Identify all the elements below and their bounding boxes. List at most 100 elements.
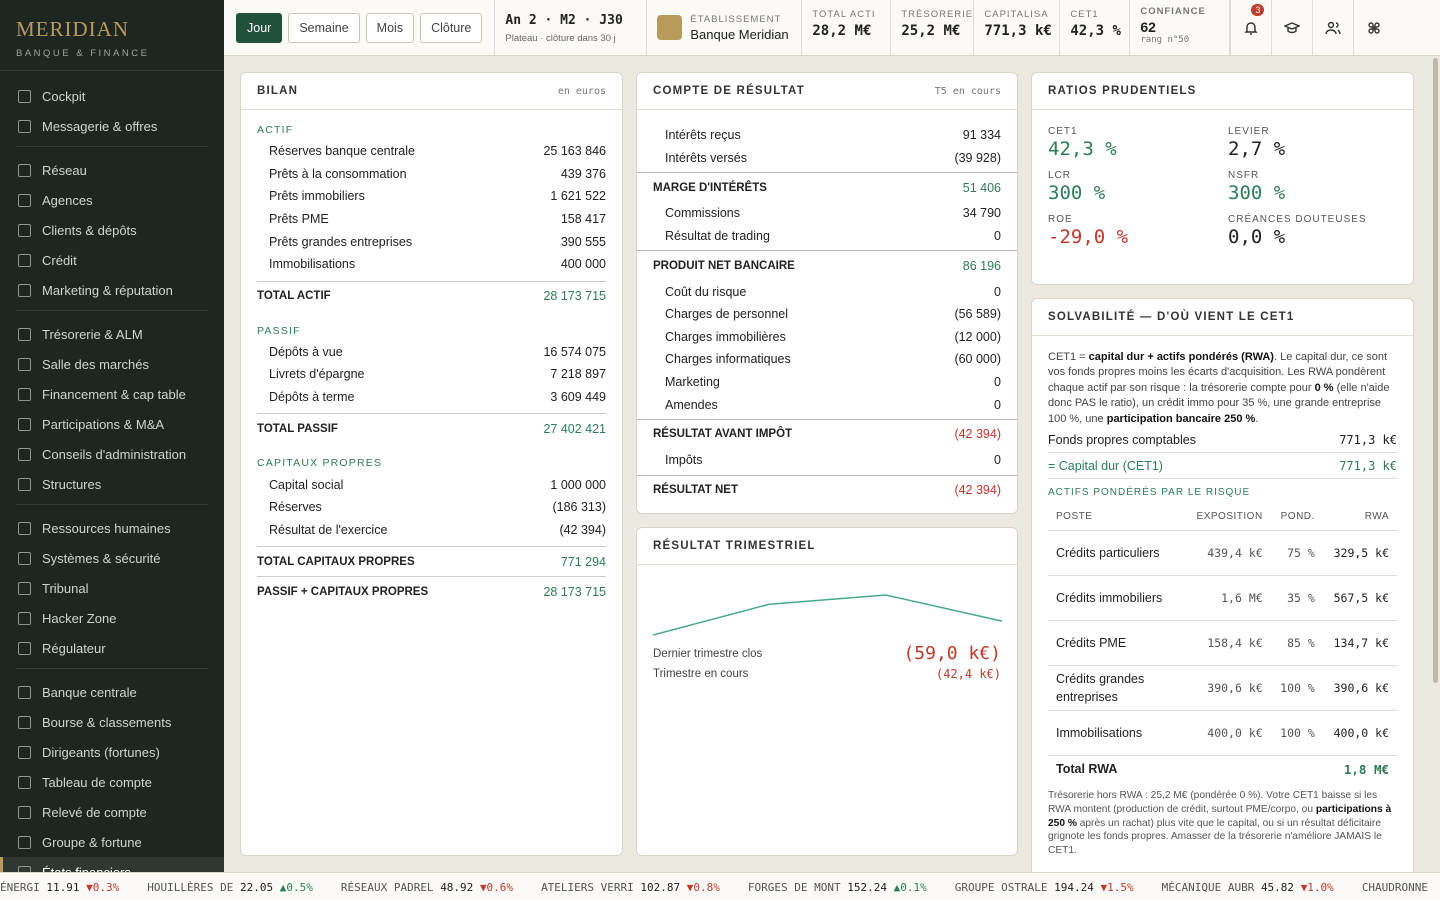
panel-body: ACTIF Réserves banque centrale 25 163 846 P…: [241, 124, 622, 606]
main: BILAN en euros ACTIF Réserves banque centra…: [224, 56, 1428, 872]
row-label: Coût du risque: [665, 284, 747, 299]
panel-title: COMPTE DE RÉSULTAT: [653, 85, 805, 97]
nav-item[interactable]: Systèmes & sécurité: [0, 543, 224, 573]
date: An 2 · M2 · J30: [505, 13, 623, 28]
nav-item[interactable]: Tribunal: [0, 573, 224, 603]
table-row: Crédits particuliers 439,4 k€ 75 % 329,5 k€: [1048, 530, 1397, 576]
line-label: Fonds propres comptables: [1048, 432, 1196, 447]
stat-label: TRÉSORERIE: [901, 9, 974, 20]
ticker-change: ▼1.5%: [1100, 881, 1134, 894]
table-cell: 567,5 k€: [1322, 575, 1397, 621]
subtotal-value: (42 394): [954, 483, 1001, 498]
period-button[interactable]: Semaine: [288, 12, 360, 43]
table-cell: Crédits PME: [1048, 620, 1189, 666]
ticker-item: RÉSEAUX PADREL 48.92 ▼0.6%: [341, 881, 513, 894]
nav-item[interactable]: Clients & dépôts: [0, 215, 224, 245]
nav-item[interactable]: États financiers: [0, 857, 224, 872]
nav-item[interactable]: Participations & M&A: [0, 409, 224, 439]
ratio: CRÉANCES DOUTEUSES 0,0 %: [1228, 214, 1398, 248]
nav-item[interactable]: Hacker Zone: [0, 603, 224, 633]
row: Livrets d'épargne 7 218 897: [257, 363, 606, 386]
rwa-title: ACTIFS PONDÉRÉS PAR LE RISQUE: [1048, 487, 1251, 499]
row-label: Prêts immobiliers: [269, 189, 365, 204]
bold-text: capital dur + actifs pondérés (RWA): [1088, 351, 1274, 363]
section-heading: CAPITAUX PROPRES: [257, 457, 383, 470]
subtotal-row: RÉSULTAT AVANT IMPÔT (42 394): [637, 418, 1017, 449]
ticker-item: MÉCANIQUE AUBR 45.82 ▼1.0%: [1162, 881, 1334, 894]
nav-item[interactable]: Conseils d'administration: [0, 439, 224, 469]
total-label: TOTAL ACTIF: [257, 290, 331, 303]
nav-item[interactable]: Marketing & réputation: [0, 275, 224, 305]
nav-item[interactable]: Bourse & classements: [0, 707, 224, 737]
stat-value: 771,3 k€: [984, 23, 1052, 39]
row-value: 34 790: [962, 206, 1001, 221]
table-cell: 100 %: [1270, 710, 1323, 756]
nav-item[interactable]: Régulateur: [0, 633, 224, 663]
ticker-price: 194.24: [1054, 881, 1094, 894]
panel-header: RÉSULTAT TRIMESTRIEL: [637, 528, 1017, 565]
total-row: TOTAL CAPITAUX PROPRES 771 294: [257, 546, 606, 576]
nav-item[interactable]: Tableau de compte: [0, 767, 224, 797]
total-row: TOTAL ACTIF 28 173 715: [257, 280, 606, 311]
nav-group: Trésorerie & ALM Salle des marchés Finance…: [16, 319, 208, 505]
row: Charges immobilières (12 000): [653, 326, 1001, 349]
ratio: LEVIER 2,7 %: [1228, 126, 1398, 160]
nav-item[interactable]: Structures: [0, 469, 224, 499]
ratio-label: NSFR: [1228, 170, 1260, 181]
section-heading: ACTIF: [257, 124, 294, 136]
row-value: 0: [994, 229, 1001, 244]
ratio-label: LCR: [1048, 170, 1072, 181]
subtotal-label: RÉSULTAT AVANT IMPÔT: [653, 428, 793, 441]
row-value: 0: [994, 397, 1001, 412]
nav-item[interactable]: Relevé de compte: [0, 797, 224, 827]
cmd-button[interactable]: [1353, 0, 1394, 55]
period-button[interactable]: Clôture: [420, 12, 483, 43]
nav-item[interactable]: Agences: [0, 185, 224, 215]
row-label: Intérêts reçus: [665, 128, 741, 143]
row-value: 3 609 449: [550, 390, 606, 405]
users-button[interactable]: [1312, 0, 1353, 55]
header-cell: POND.: [1270, 504, 1323, 531]
panel-title: RÉSULTAT TRIMESTRIEL: [653, 540, 816, 552]
scrollbar[interactable]: [1433, 58, 1438, 683]
nav-item[interactable]: Groupe & fortune: [0, 827, 224, 857]
row-label: Prêts PME: [269, 212, 329, 227]
subtotal-value: 86 196: [962, 258, 1001, 273]
nav-item[interactable]: Ressources humaines: [0, 513, 224, 543]
header-cell: RWA: [1322, 504, 1397, 531]
ratio-value: -29,0 %: [1048, 226, 1129, 248]
nav-item[interactable]: Réseau: [0, 155, 224, 185]
row: Dépôts à terme 3 609 449: [257, 386, 606, 409]
row: Charges de personnel (56 589): [653, 303, 1001, 326]
nav-item[interactable]: Crédit: [0, 245, 224, 275]
nav-item[interactable]: Dirigeants (fortunes): [0, 737, 224, 767]
cap-button[interactable]: [1271, 0, 1312, 55]
stat-label: TOTAL ACTI: [812, 9, 876, 20]
nav-item[interactable]: Cockpit: [0, 81, 224, 111]
current-quarter: Trimestre en cours (42,4 k€): [653, 667, 1001, 681]
table-header: POSTE EXPOSITION POND. RWA: [1048, 504, 1397, 531]
period-button[interactable]: Jour: [236, 12, 283, 43]
brand-tagline: BANQUE & FINANCE: [16, 48, 150, 59]
row: Prêts PME 158 417: [257, 208, 606, 231]
sparkline: [653, 594, 1003, 636]
nav-item[interactable]: Messagerie & offres: [0, 111, 224, 141]
bell-button[interactable]: 3: [1230, 0, 1271, 55]
ratio-label: ROE: [1048, 214, 1073, 225]
table-cell: 134,7 k€: [1322, 620, 1397, 666]
row-label: Réserves: [269, 500, 322, 515]
establishment-icon: [657, 15, 683, 40]
row-label: Amendes: [665, 397, 718, 412]
row-value: 16 574 075: [543, 344, 606, 359]
nav-item[interactable]: Trésorerie & ALM: [0, 319, 224, 349]
nav-item[interactable]: Banque centrale: [0, 677, 224, 707]
table-cell: 75 %: [1270, 530, 1323, 576]
row-label: Dépôts à vue: [269, 344, 343, 359]
row-label: Charges informatiques: [665, 352, 791, 367]
nav-item[interactable]: Salle des marchés: [0, 349, 224, 379]
text: CET1 =: [1048, 351, 1089, 363]
paragraph: Trésorerie hors RWA : 25,2 M€ (pondérée …: [1048, 789, 1397, 858]
nav-item[interactable]: Financement & cap table: [0, 379, 224, 409]
bold-text: participations à 250 %: [1048, 803, 1392, 829]
period-button[interactable]: Mois: [365, 12, 415, 43]
